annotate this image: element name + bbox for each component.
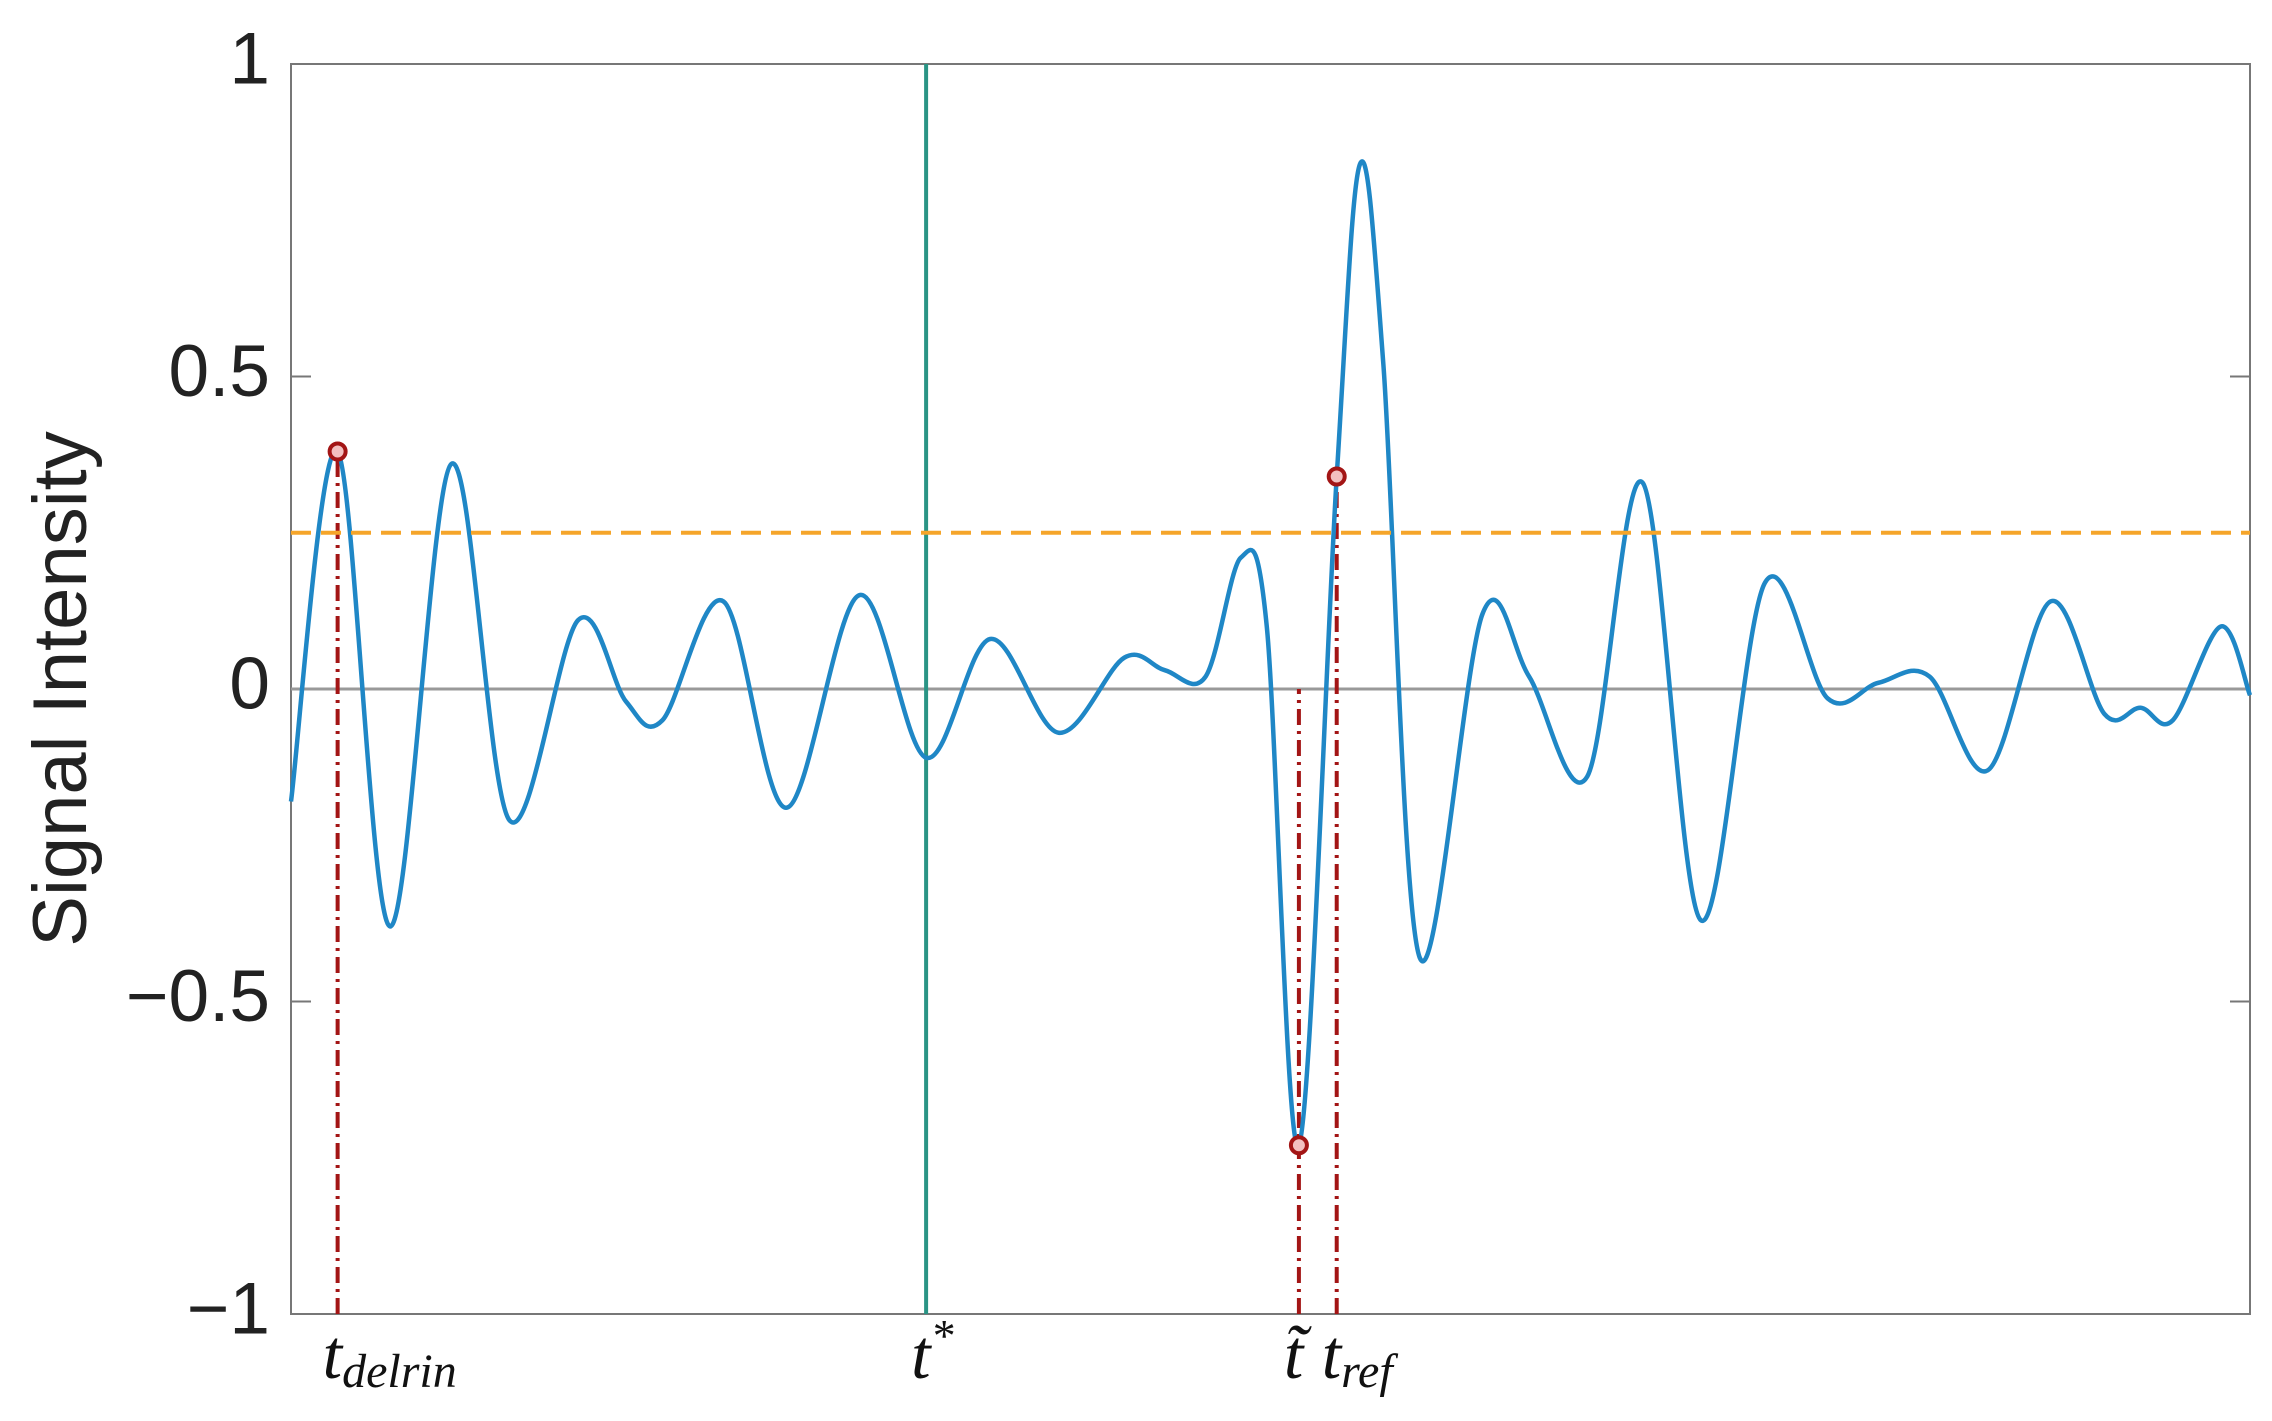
- event-marker: [327, 441, 348, 462]
- t-star-sup: *: [931, 1310, 954, 1361]
- event-label: tref: [1322, 1317, 1399, 1398]
- y-tick-label: −0.5: [126, 956, 270, 1037]
- y-tick-label: −1: [187, 1268, 270, 1349]
- event-label: t̃: [1284, 1317, 1312, 1394]
- event-symbol: t: [1322, 1317, 1343, 1394]
- event-sub: delrin: [342, 1345, 457, 1398]
- t-star-symbol: t: [911, 1317, 932, 1394]
- event-marker: [1288, 1135, 1309, 1156]
- y-tick-label: 0: [229, 643, 270, 724]
- signal-line: [288, 159, 2253, 1149]
- event-sub: ref: [1341, 1345, 1398, 1398]
- event-symbol: t̃: [1284, 1317, 1312, 1394]
- y-tick-label: 1: [229, 18, 270, 99]
- event-label: tdelrin: [323, 1317, 457, 1398]
- event-symbol: t: [323, 1317, 344, 1394]
- event-marker: [1326, 466, 1347, 487]
- y-axis-label: Signal Intensity: [18, 431, 103, 946]
- y-tick-label: 0.5: [169, 331, 270, 412]
- t-star-label: t*: [911, 1310, 953, 1395]
